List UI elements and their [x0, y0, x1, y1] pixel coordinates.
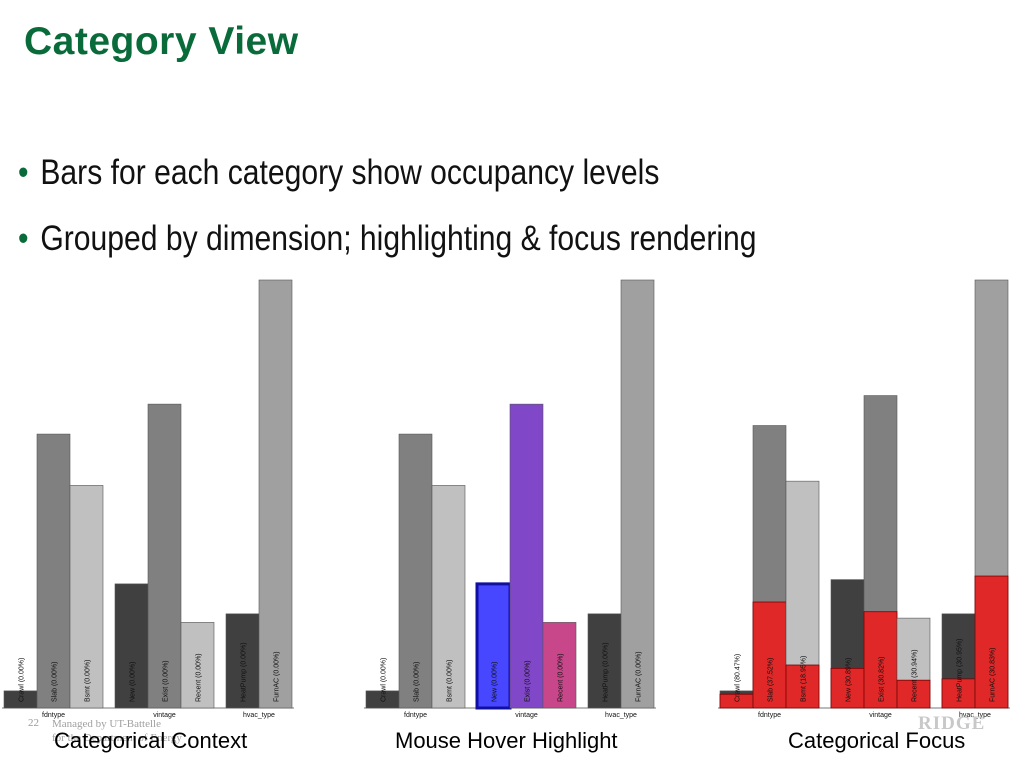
bar-bsmt-0-00 — [431, 485, 466, 709]
bullet-dot: • — [18, 219, 29, 258]
bar-label-furnac-0-00: FurnAC (0.00%) — [274, 651, 281, 702]
bar-label-recent-30-94: Recent (30.94%) — [912, 649, 919, 702]
bar-label-new-30-89: New (30.89%) — [846, 658, 853, 702]
bar-new-0-00 — [114, 583, 149, 709]
bar-exist-0-00 — [147, 403, 182, 709]
bullet-item: • Grouped by dimension; highlighting & fo… — [18, 216, 757, 282]
focus-bar-exist-30-82 — [863, 611, 898, 709]
footer-text: Managed by UT-Battelle for the Departmen… — [52, 717, 182, 745]
bar-label-slab-37-52: Slab (37.52%) — [768, 658, 775, 702]
bar-label-crawl-0-00: Crawl (0.00%) — [19, 658, 26, 702]
caption-categorical-focus: Categorical Focus — [788, 728, 966, 753]
bar-label-crawl-80-47: Crawl (80.47%) — [735, 654, 742, 702]
focus-bar-slab-37-52 — [752, 601, 787, 709]
bullet-text: Bars for each category show occupancy le… — [40, 153, 660, 192]
group-label-hvac-type: hvac_type — [243, 712, 275, 719]
category-chart-focus: Crawl (80.47%) Slab (37.52%) Bsmt (18.95%)… — [718, 279, 1010, 719]
bar-slab-0-00 — [36, 433, 71, 709]
category-chart-hover: Crawl (0.00%) Slab (0.00%) Bsmt (0.00%) fdn… — [364, 279, 656, 719]
focus-bar-bsmt-18-95 — [785, 664, 820, 709]
footer-line-2: for the Department of Energy — [52, 732, 182, 744]
bar-heatpump-0-00 — [587, 613, 622, 709]
group-label-vintage: vintage — [515, 712, 538, 719]
category-view-focus: Crawl (80.47%) Slab (37.52%) Bsmt (18.95%)… — [718, 278, 1012, 720]
focus-bar-recent-30-94 — [896, 679, 931, 709]
group-label-fdntype: fdntype — [42, 712, 65, 719]
caption-mouse-hover-highlight: Mouse Hover Highlight — [395, 728, 618, 753]
bar-slab-0-00 — [398, 433, 433, 709]
group-label-vintage: vintage — [869, 712, 892, 719]
category-view-context: Crawl (0.00%) Slab (0.00%) Bsmt (0.00%) fdn… — [2, 278, 296, 720]
caption-categorical-context: Categorical Context — [54, 728, 248, 753]
bar-label-heatpump-0-00: HeatPump (0.00%) — [241, 642, 248, 702]
focus-bar-heatpump-30-95 — [941, 678, 976, 709]
group-label-fdntype: fdntype — [404, 712, 427, 719]
bar-label-heatpump-30-95: HeatPump (30.95%) — [957, 639, 964, 702]
ornl-logo: RIDGE — [918, 713, 986, 734]
category-view-hover: Crawl (0.00%) Slab (0.00%) Bsmt (0.00%) fdn… — [364, 278, 658, 720]
bar-label-exist-30-82: Exist (30.82%) — [879, 656, 886, 702]
bar-label-recent-0-00: Recent (0.00%) — [196, 653, 203, 702]
bar-label-heatpump-0-00: HeatPump (0.00%) — [603, 642, 610, 702]
bar-label-exist-0-00: Exist (0.00%) — [525, 660, 532, 702]
group-label-vintage: vintage — [153, 712, 176, 719]
bar-label-new-0-00: New (0.00%) — [130, 662, 137, 702]
bar-furnac-0-00 — [258, 279, 293, 709]
bar-label-slab-0-00: Slab (0.00%) — [414, 662, 421, 702]
bar-label-bsmt-0-00: Bsmt (0.00%) — [85, 660, 92, 702]
bar-label-slab-0-00: Slab (0.00%) — [52, 662, 59, 702]
bar-recent-0-00 — [542, 622, 577, 709]
bullet-item: • Bars for each category show occupancy l… — [18, 150, 757, 216]
bar-label-recent-0-00: Recent (0.00%) — [558, 653, 565, 702]
bar-label-furnac-0-00: FurnAC (0.00%) — [636, 651, 643, 702]
focus-bar-furnac-30-83 — [974, 575, 1009, 709]
bar-exist-0-00 — [509, 403, 544, 709]
slide-title: Category View — [24, 20, 299, 63]
group-label-hvac-type: hvac_type — [959, 712, 991, 719]
bullet-text: Grouped by dimension; highlighting & foc… — [40, 219, 757, 258]
category-chart-context: Crawl (0.00%) Slab (0.00%) Bsmt (0.00%) fdn… — [2, 279, 294, 719]
bullet-dot: • — [18, 153, 29, 192]
bar-heatpump-0-00 — [225, 613, 260, 709]
bar-label-exist-0-00: Exist (0.00%) — [163, 660, 170, 702]
group-label-hvac-type: hvac_type — [605, 712, 637, 719]
bar-label-new-0-00: New (0.00%) — [492, 662, 499, 702]
bar-label-bsmt-0-00: Bsmt (0.00%) — [447, 660, 454, 702]
bar-furnac-0-00 — [620, 279, 655, 709]
bar-bsmt-0-00 — [69, 485, 104, 709]
bar-label-furnac-30-83: FurnAC (30.83%) — [990, 648, 997, 702]
bar-label-bsmt-18-95: Bsmt (18.95%) — [801, 656, 808, 702]
bar-recent-0-00 — [180, 622, 215, 709]
bullet-list: • Bars for each category show occupancy l… — [18, 150, 877, 282]
bar-label-crawl-0-00: Crawl (0.00%) — [381, 658, 388, 702]
footer-line-1: Managed by UT-Battelle — [52, 718, 161, 730]
page-number: 22 — [28, 717, 39, 729]
focus-bar-new-30-89 — [830, 667, 865, 709]
group-label-fdntype: fdntype — [758, 712, 781, 719]
